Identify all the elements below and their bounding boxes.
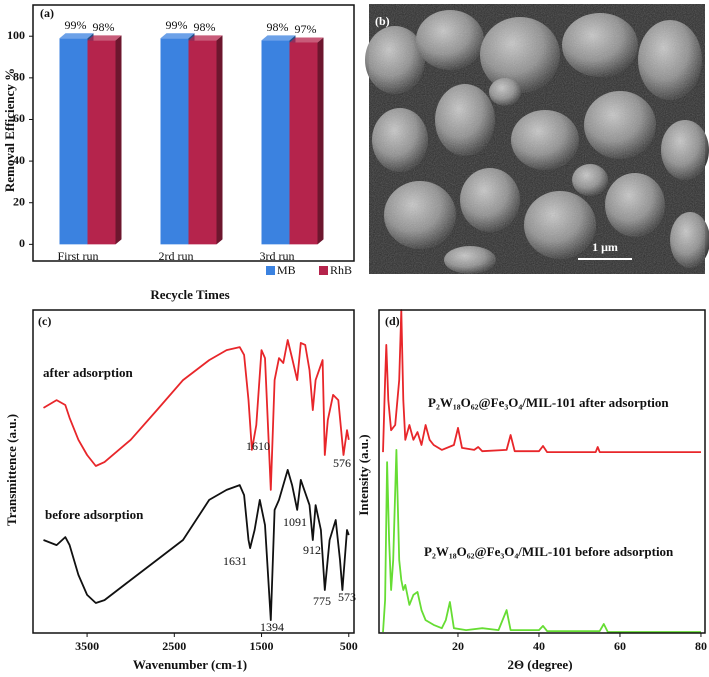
x-tick-label: 1500 bbox=[250, 639, 274, 653]
x-tick-label: First run bbox=[58, 249, 99, 263]
legend-label: MB bbox=[277, 263, 296, 277]
bar-top bbox=[87, 35, 122, 41]
bar-top bbox=[289, 37, 324, 43]
x-tick-label: 60 bbox=[614, 639, 626, 653]
bar bbox=[261, 40, 290, 245]
y-tick-label: 100 bbox=[7, 28, 25, 42]
panel-label: (b) bbox=[375, 14, 390, 28]
y-tick-label: 80 bbox=[13, 70, 25, 84]
plot-frame bbox=[378, 309, 706, 634]
bar bbox=[289, 42, 318, 245]
panel-label: (d) bbox=[385, 314, 400, 328]
peak-label: 1091 bbox=[283, 515, 307, 529]
bar-side bbox=[115, 35, 122, 245]
scale-bar-label: 1 μm bbox=[592, 240, 618, 254]
data-line bbox=[43, 339, 350, 491]
peak-label: 573 bbox=[338, 590, 356, 604]
bar-side bbox=[317, 37, 324, 245]
panel-label: (c) bbox=[38, 314, 51, 328]
y-tick-label: 0 bbox=[19, 236, 25, 250]
peak-label: 1631 bbox=[223, 554, 247, 568]
x-tick-label: 3rd run bbox=[260, 249, 295, 263]
x-tick-label: 40 bbox=[533, 639, 545, 653]
legend-swatch bbox=[266, 266, 275, 275]
x-axis-label: Wavenumber (cm-1) bbox=[133, 657, 247, 672]
bar-top bbox=[59, 33, 94, 39]
data-line bbox=[382, 449, 701, 633]
peak-label: 912 bbox=[303, 543, 321, 557]
value-label: 98% bbox=[267, 20, 289, 34]
data-line bbox=[382, 309, 701, 453]
value-label: 99% bbox=[65, 18, 87, 32]
value-label: 99% bbox=[166, 18, 188, 32]
x-tick-label: 2rd run bbox=[159, 249, 194, 263]
peak-label: 1610 bbox=[246, 439, 270, 453]
plot-frame bbox=[32, 4, 355, 262]
bar-top bbox=[188, 35, 223, 41]
bar bbox=[160, 38, 189, 245]
y-tick-label: 60 bbox=[13, 111, 25, 125]
x-axis-label: Recycle Times bbox=[150, 287, 229, 302]
series-label: after adsorption bbox=[43, 365, 133, 380]
y-axis-label: Transmittence (a.u.) bbox=[4, 414, 19, 526]
bar-top bbox=[261, 35, 296, 41]
value-label: 98% bbox=[93, 20, 115, 34]
bar bbox=[87, 40, 116, 245]
peak-label: 1394 bbox=[260, 620, 284, 634]
y-tick-label: 40 bbox=[13, 153, 25, 167]
value-label: 98% bbox=[194, 20, 216, 34]
series-label: P₂W₁₈O₆₂@Fe₃O₄/MIL-101 after adsorption bbox=[428, 395, 669, 410]
peak-label: 775 bbox=[313, 594, 331, 608]
bar bbox=[188, 40, 217, 245]
x-tick-label: 500 bbox=[340, 639, 358, 653]
bar-side bbox=[216, 35, 223, 245]
sem-image: (b) 1 μm bbox=[365, 4, 709, 274]
plot-frame bbox=[32, 309, 355, 634]
legend-swatch bbox=[319, 266, 328, 275]
legend-label: RhB bbox=[330, 263, 352, 277]
bar-top bbox=[160, 33, 195, 39]
peak-label: 576 bbox=[333, 456, 351, 470]
data-line bbox=[43, 469, 350, 621]
panel-label: (a) bbox=[40, 6, 54, 20]
x-tick-label: 80 bbox=[695, 639, 707, 653]
series-label: before adsorption bbox=[45, 507, 144, 522]
y-axis-label: Removal Efficiency % bbox=[2, 68, 17, 192]
bar bbox=[59, 38, 88, 245]
x-tick-label: 2500 bbox=[162, 639, 186, 653]
x-axis-label: 2Θ (degree) bbox=[507, 657, 572, 672]
y-tick-label: 20 bbox=[13, 194, 25, 208]
x-tick-label: 3500 bbox=[75, 639, 99, 653]
x-tick-label: 20 bbox=[452, 639, 464, 653]
series-label: P₂W₁₈O₆₂@Fe₃O₄/MIL-101 before adsorption bbox=[424, 544, 674, 559]
sem-grain bbox=[369, 4, 705, 274]
value-label: 97% bbox=[295, 22, 317, 36]
y-axis-label: Intensity (a.u.) bbox=[356, 434, 371, 515]
